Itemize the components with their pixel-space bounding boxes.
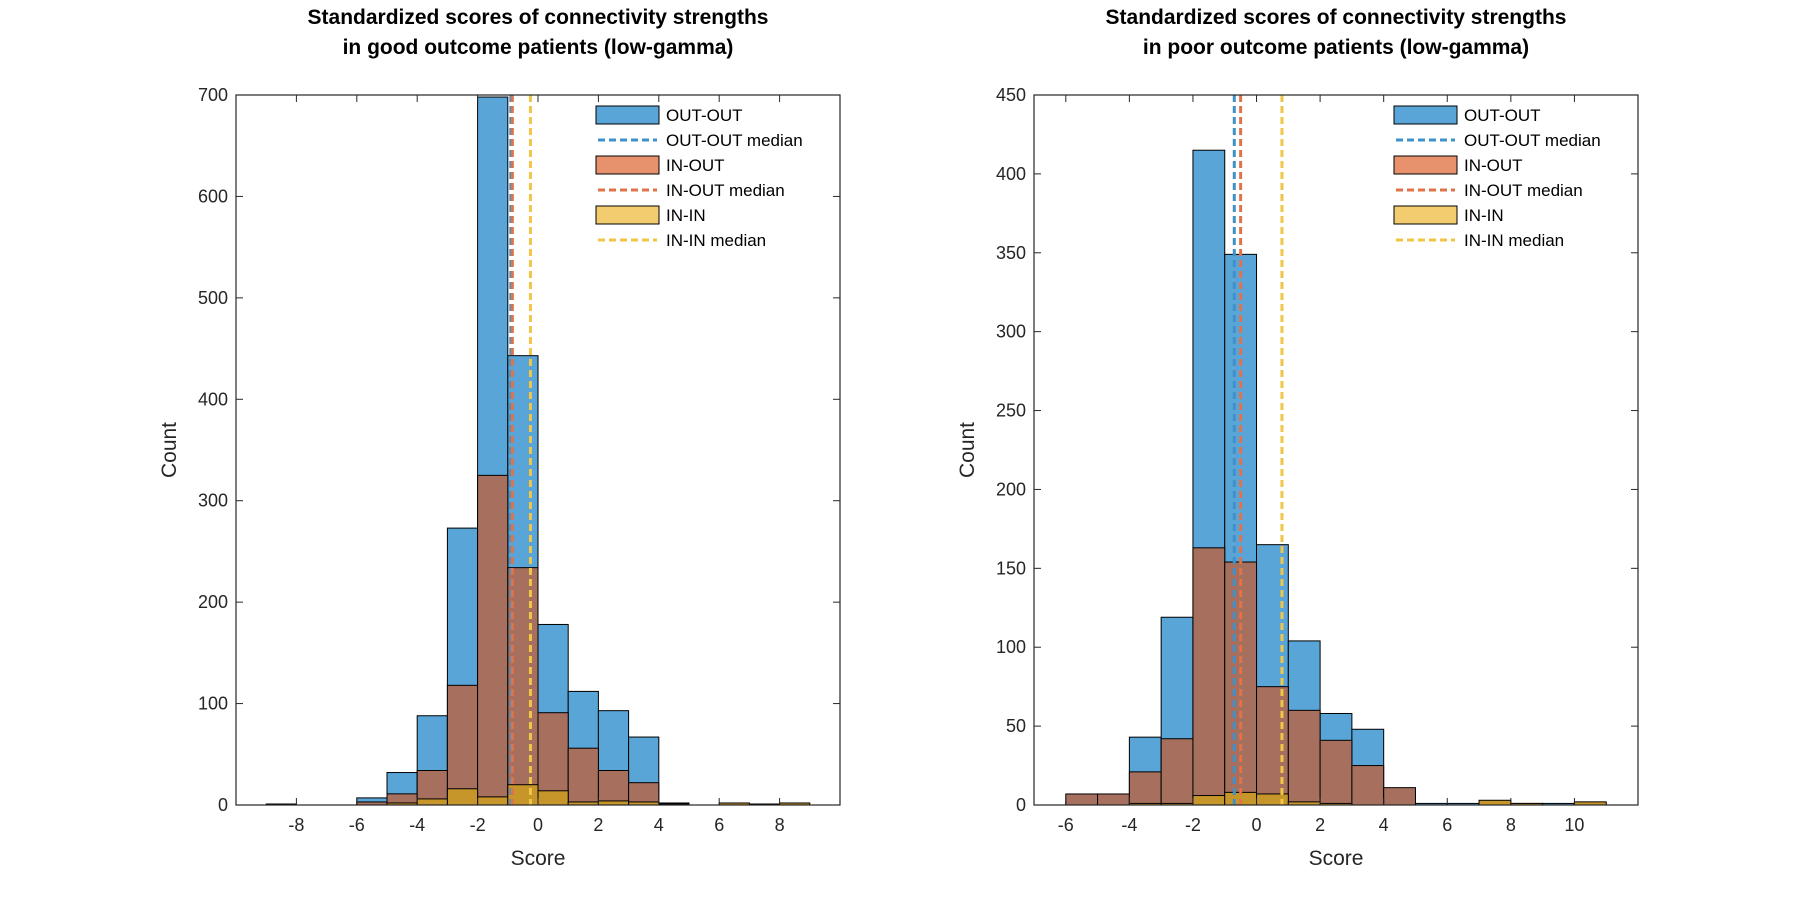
histogram-bar [1065, 793, 1099, 806]
legend-label: IN-IN median [666, 231, 766, 250]
y-tick-label: 300 [996, 322, 1026, 342]
histogram-bar [446, 788, 479, 806]
y-axis-label: Count [956, 422, 979, 478]
x-tick-label: 8 [775, 815, 785, 835]
legend-swatch [595, 155, 660, 175]
legend-swatch [595, 105, 660, 125]
chart-title-line: Standardized scores of connectivity stre… [1106, 6, 1567, 29]
histogram-bar [416, 798, 448, 806]
histogram-bar [1097, 793, 1130, 806]
legend-label: IN-IN [1464, 206, 1504, 225]
y-tick-label: 500 [198, 288, 228, 308]
legend-label: IN-IN [666, 206, 706, 225]
series-in-out [356, 474, 690, 806]
histogram-bar [1192, 795, 1226, 806]
histogram-bar [477, 796, 509, 806]
histogram-bar [597, 770, 630, 806]
histogram-bar [537, 790, 569, 806]
y-tick-label: 300 [198, 491, 228, 511]
legend: OUT-OUT OUT-OUT median IN-OUT IN-OUT median… [1393, 105, 1601, 250]
legend-label: IN-OUT median [666, 181, 785, 200]
y-tick-label: 100 [996, 637, 1026, 657]
axes-box [1033, 94, 1639, 806]
chart-panel-2: Standardized scores of connectivity stre… [956, 6, 1639, 870]
y-axis-label: Count [158, 422, 181, 478]
legend-swatch [1393, 105, 1458, 125]
chart-title-line: in poor outcome patients (low-gamma) [1143, 36, 1529, 59]
x-tick-label: -4 [1121, 815, 1137, 835]
histogram-bar [1256, 793, 1289, 806]
y-tick-label: 400 [198, 389, 228, 409]
x-tick-label: 6 [1442, 815, 1452, 835]
histogram-bar [1192, 547, 1226, 806]
legend-swatch [1393, 205, 1458, 225]
y-tick-label: 700 [198, 85, 228, 105]
legend-label: IN-OUT [1464, 156, 1523, 175]
legend-label: IN-OUT median [1464, 181, 1583, 200]
x-tick-label: 4 [654, 815, 664, 835]
y-tick-label: 600 [198, 186, 228, 206]
legend-label: OUT-OUT median [1464, 131, 1601, 150]
histogram-bar [537, 712, 569, 806]
x-tick-label: -2 [1185, 815, 1201, 835]
y-tick-label: 0 [1016, 795, 1026, 815]
y-tick-label: 350 [996, 243, 1026, 263]
legend-label: OUT-OUT median [666, 131, 803, 150]
x-tick-label: 10 [1564, 815, 1584, 835]
chart-title-line: Standardized scores of connectivity stre… [308, 6, 769, 29]
x-tick-label: -8 [288, 815, 304, 835]
series-in-out [1065, 547, 1416, 806]
histogram-bar [1287, 709, 1321, 806]
histogram-bar [1256, 686, 1289, 806]
legend-label: OUT-OUT [1464, 106, 1541, 125]
x-tick-label: -4 [409, 815, 425, 835]
histogram-bar [1160, 738, 1194, 806]
histogram-bar [567, 747, 599, 806]
chart-panel-1: Standardized scores of connectivity stre… [158, 6, 841, 870]
legend-label: IN-OUT [666, 156, 725, 175]
y-tick-label: 250 [996, 401, 1026, 421]
y-tick-label: 0 [218, 795, 228, 815]
x-axis-label: Score [1309, 847, 1364, 870]
y-tick-label: 50 [1006, 716, 1026, 736]
plot-area [1034, 95, 1638, 805]
legend-label: OUT-OUT [666, 106, 743, 125]
x-tick-label: -6 [1058, 815, 1074, 835]
histogram-bar [1319, 739, 1353, 806]
x-tick-label: 8 [1506, 815, 1516, 835]
x-tick-label: 4 [1379, 815, 1389, 835]
legend-swatch [595, 205, 660, 225]
x-tick-label: 2 [593, 815, 603, 835]
y-tick-label: 200 [996, 479, 1026, 499]
histogram-bar [597, 800, 630, 806]
x-tick-label: 0 [533, 815, 543, 835]
x-tick-label: -2 [470, 815, 486, 835]
chart-title-line: in good outcome patients (low-gamma) [343, 36, 734, 59]
y-tick-label: 200 [198, 592, 228, 612]
x-axis-label: Score [511, 847, 566, 870]
x-tick-label: 0 [1252, 815, 1262, 835]
x-tick-label: -6 [349, 815, 365, 835]
y-tick-label: 450 [996, 85, 1026, 105]
x-tick-label: 2 [1315, 815, 1325, 835]
y-tick-label: 100 [198, 694, 228, 714]
histogram-bar [1383, 787, 1416, 806]
legend-swatch [1393, 155, 1458, 175]
x-tick-label: 6 [714, 815, 724, 835]
y-tick-label: 400 [996, 164, 1026, 184]
histogram-bar [477, 474, 509, 806]
legend: OUT-OUT OUT-OUT median IN-OUT IN-OUT median… [595, 105, 803, 250]
y-tick-label: 150 [996, 558, 1026, 578]
histogram-bar [446, 684, 479, 806]
legend-label: IN-IN median [1464, 231, 1564, 250]
histogram-bar [1351, 765, 1385, 806]
histogram-bar [1128, 771, 1162, 806]
histogram-bar [1478, 799, 1512, 806]
